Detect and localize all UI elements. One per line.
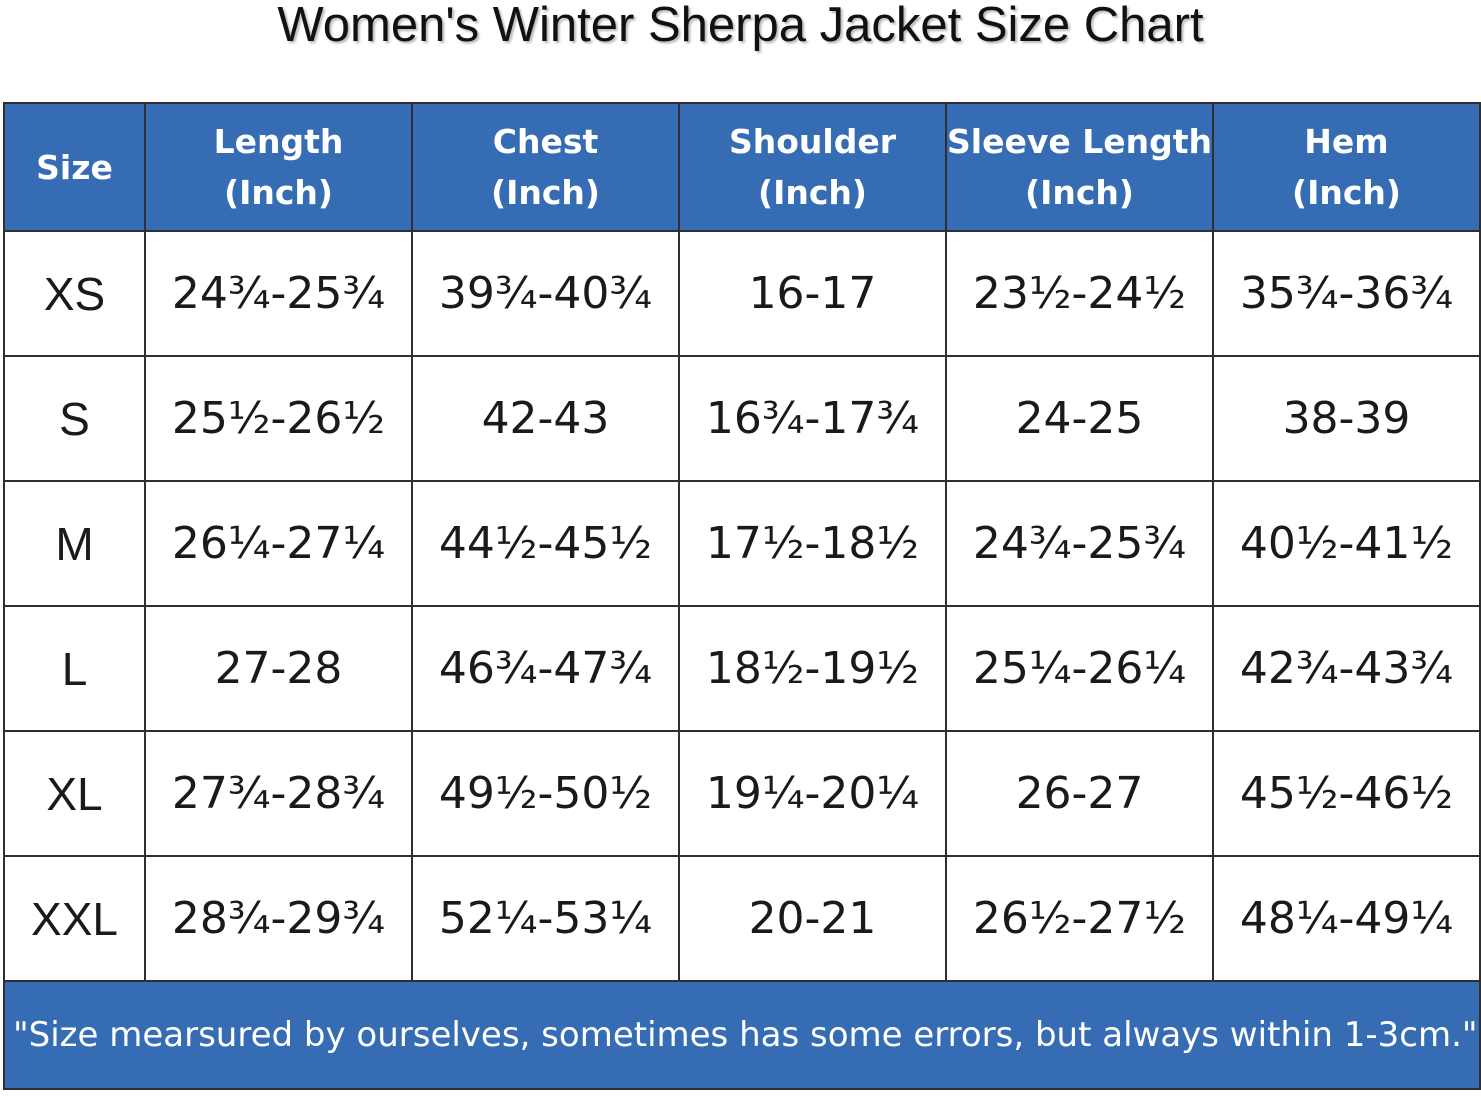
shoulder-cell: 18½-19½ <box>678 605 947 732</box>
size-cell: XL <box>3 730 146 857</box>
page-title: Women's Winter Sherpa Jacket Size Chart <box>277 0 1204 52</box>
table-row: XS 24¾-25¾ 39¾-40¾ 16-17 23½-24½ 35¾-36¾ <box>3 230 1481 357</box>
size-cell: M <box>3 480 146 607</box>
size-cell: XS <box>3 230 146 357</box>
length-cell: 24¾-25¾ <box>144 230 413 357</box>
size-cell: XXL <box>3 855 146 982</box>
hem-cell: 48¼-49¼ <box>1212 855 1481 982</box>
shoulder-cell: 20-21 <box>678 855 947 982</box>
header-chest: Chest (Inch) <box>411 102 680 232</box>
header-shoulder: Shoulder (Inch) <box>678 102 947 232</box>
sleeve-length-cell: 26-27 <box>945 730 1214 857</box>
size-cell: L <box>3 605 146 732</box>
table-row: XXL 28¾-29¾ 52¼-53¼ 20-21 26½-27½ 48¼-49… <box>3 855 1481 982</box>
header-size: Size <box>3 102 146 232</box>
chest-cell: 39¾-40¾ <box>411 230 680 357</box>
sleeve-length-cell: 24¾-25¾ <box>945 480 1214 607</box>
sleeve-length-cell: 24-25 <box>945 355 1214 482</box>
size-chart: Size Length (Inch) Chest (Inch) Shoulder… <box>3 102 1481 1096</box>
header-row: Size Length (Inch) Chest (Inch) Shoulder… <box>3 102 1481 232</box>
shoulder-cell: 16-17 <box>678 230 947 357</box>
table-row: L 27-28 46¾-47¾ 18½-19½ 25¼-26¼ 42¾-43¾ <box>3 605 1481 732</box>
table-row: S 25½-26½ 42-43 16¾-17¾ 24-25 38-39 <box>3 355 1481 482</box>
hem-cell: 35¾-36¾ <box>1212 230 1481 357</box>
size-table: Size Length (Inch) Chest (Inch) Shoulder… <box>3 102 1481 1090</box>
header-hem: Hem (Inch) <box>1212 102 1481 232</box>
footer-row: "Size mearsured by ourselves, sometimes … <box>3 980 1481 1090</box>
table-row: XL 27¾-28¾ 49½-50½ 19¼-20¼ 26-27 45½-46½ <box>3 730 1481 857</box>
length-cell: 25½-26½ <box>144 355 413 482</box>
length-cell: 27¾-28¾ <box>144 730 413 857</box>
table-row: M 26¼-27¼ 44½-45½ 17½-18½ 24¾-25¾ 40½-41… <box>3 480 1481 607</box>
shoulder-cell: 16¾-17¾ <box>678 355 947 482</box>
sleeve-length-cell: 26½-27½ <box>945 855 1214 982</box>
hem-cell: 42¾-43¾ <box>1212 605 1481 732</box>
hem-cell: 45½-46½ <box>1212 730 1481 857</box>
chest-cell: 46¾-47¾ <box>411 605 680 732</box>
size-cell: S <box>3 355 146 482</box>
header-sleeve-length: Sleeve Length (Inch) <box>945 102 1214 232</box>
length-cell: 28¾-29¾ <box>144 855 413 982</box>
chest-cell: 44½-45½ <box>411 480 680 607</box>
chest-cell: 49½-50½ <box>411 730 680 857</box>
length-cell: 27-28 <box>144 605 413 732</box>
shoulder-cell: 19¼-20¼ <box>678 730 947 857</box>
header-length: Length (Inch) <box>144 102 413 232</box>
sleeve-length-cell: 25¼-26¼ <box>945 605 1214 732</box>
hem-cell: 40½-41½ <box>1212 480 1481 607</box>
hem-cell: 38-39 <box>1212 355 1481 482</box>
length-cell: 26¼-27¼ <box>144 480 413 607</box>
chest-cell: 42-43 <box>411 355 680 482</box>
footer-note: "Size mearsured by ourselves, sometimes … <box>3 980 1481 1090</box>
chest-cell: 52¼-53¼ <box>411 855 680 982</box>
shoulder-cell: 17½-18½ <box>678 480 947 607</box>
sleeve-length-cell: 23½-24½ <box>945 230 1214 357</box>
